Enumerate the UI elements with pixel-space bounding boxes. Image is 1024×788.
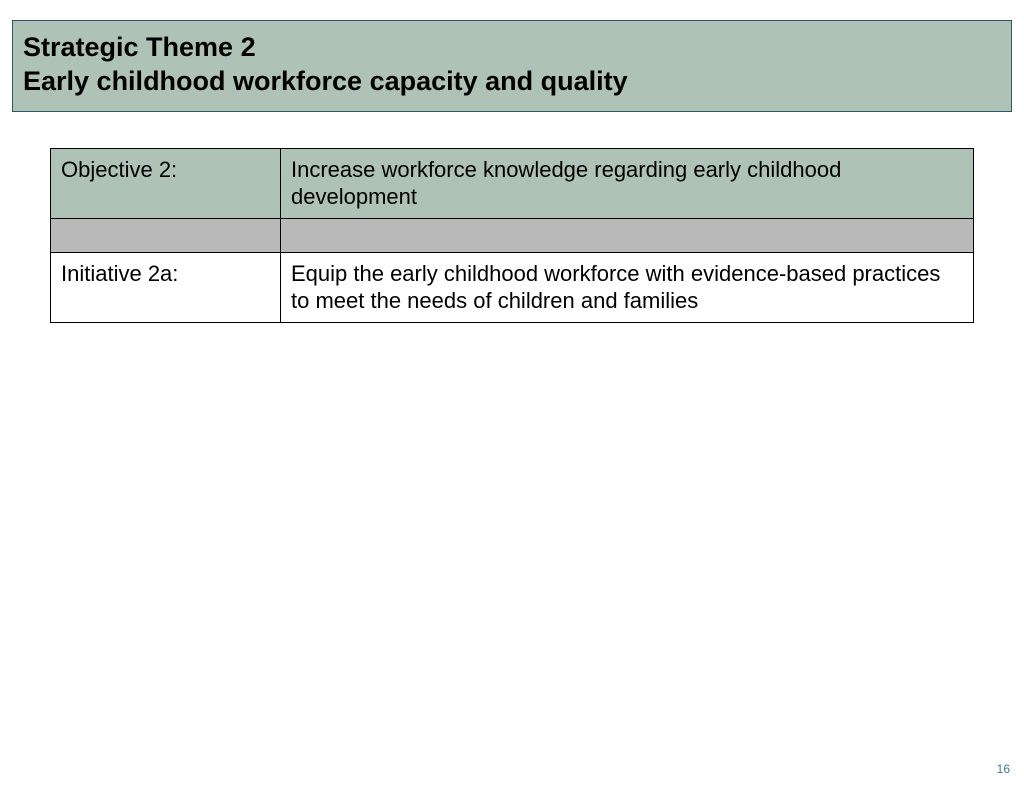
- header-title-line2: Early childhood workforce capacity and q…: [23, 65, 1001, 99]
- row-label: Objective 2:: [51, 148, 281, 218]
- row-label: Initiative 2a:: [51, 252, 281, 322]
- page-number: 16: [997, 762, 1010, 776]
- header-title-line1: Strategic Theme 2: [23, 31, 1001, 65]
- content-table: Objective 2: Increase workforce knowledg…: [50, 148, 974, 323]
- slide-header: Strategic Theme 2 Early childhood workfo…: [12, 20, 1012, 112]
- row-text: Equip the early childhood workforce with…: [281, 252, 974, 322]
- row-text: Increase workforce knowledge regarding e…: [281, 148, 974, 218]
- row-text: [281, 218, 974, 252]
- row-label: [51, 218, 281, 252]
- table-row: Objective 2: Increase workforce knowledg…: [51, 148, 974, 218]
- table-row: Initiative 2a: Equip the early childhood…: [51, 252, 974, 322]
- content-table-wrap: Objective 2: Increase workforce knowledg…: [50, 148, 974, 323]
- table-row: [51, 218, 974, 252]
